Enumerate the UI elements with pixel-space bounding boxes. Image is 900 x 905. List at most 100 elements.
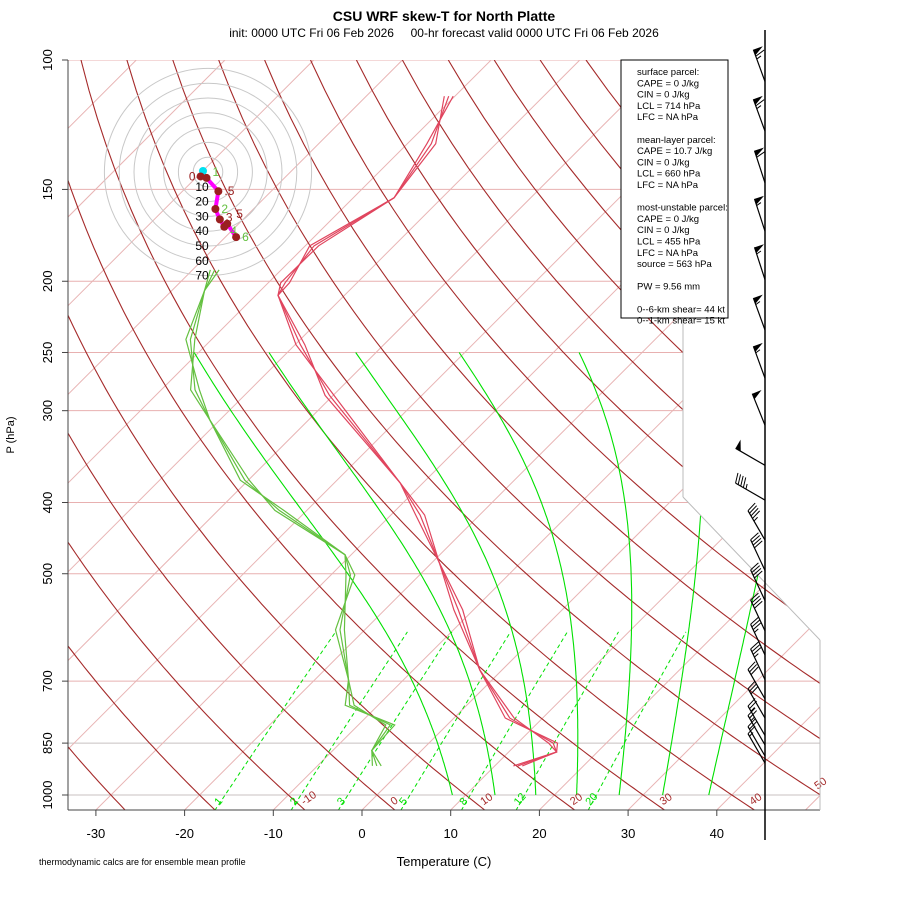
info-box-line: most-unstable parcel: (637, 203, 728, 214)
wind-barb (754, 196, 765, 231)
wind-barb-full (751, 508, 758, 516)
wind-barb-full (751, 642, 759, 649)
isotherm (184, 60, 900, 811)
dry-adiabat (0, 60, 485, 811)
wind-barb (752, 390, 765, 425)
hodograph-ring-label: 10 (195, 180, 209, 194)
wind-barb (753, 96, 765, 131)
dry-adiabat (311, 60, 900, 811)
wind-barb-full (752, 645, 760, 652)
wind-barb-full (753, 647, 761, 654)
wind-barb-full (752, 535, 760, 542)
isotherm (716, 60, 900, 811)
wind-barb-full (748, 662, 755, 670)
wind-barbs (736, 30, 766, 840)
dewpoint-line-member (190, 270, 390, 766)
info-box-line: LFC = NA hPa (637, 180, 699, 191)
info-box-line: mean-layer parcel: (637, 135, 716, 146)
dewpoint-line-member (191, 270, 386, 766)
wind-barb-full (751, 617, 759, 624)
isotherm (273, 60, 900, 811)
wind-barb-full (753, 538, 761, 545)
mixing-ratio-line (401, 632, 511, 811)
hodograph-point-label: 5 (236, 207, 243, 221)
x-tick-label: 40 (710, 826, 724, 841)
hodograph-point-label: 0 (189, 169, 196, 183)
info-box-line: 0--6-km shear= 44 kt (637, 304, 725, 315)
wind-barb-full (741, 476, 743, 486)
x-tick-label: -30 (87, 826, 106, 841)
wind-barb-full (752, 566, 760, 573)
hodograph-point (203, 174, 211, 182)
dry-adiabat (816, 60, 900, 811)
dry-adiabat-label: 20 (568, 791, 585, 808)
y-tick-label: 1000 (40, 781, 55, 810)
x-axis-label: Temperature (C) (397, 854, 492, 869)
dry-adiabat (81, 60, 665, 811)
wind-barb-full (750, 701, 757, 709)
wind-barb-full (751, 563, 759, 570)
wind-barb-half (757, 56, 761, 59)
dry-adiabat (173, 60, 845, 811)
wind-barb-half (746, 484, 747, 489)
isotherm (805, 60, 900, 811)
info-box-line: CIN = 0 J/kg (637, 90, 690, 101)
wind-barb-full (751, 667, 758, 675)
wind-barb (754, 244, 765, 279)
wind-barb-full (750, 506, 757, 514)
wind-barb-full (753, 599, 761, 606)
hodograph-ring-label: 50 (195, 239, 209, 253)
hodograph-point (223, 220, 231, 228)
info-box-line: PW = 9.56 mm (637, 282, 700, 293)
info-box-line: CAPE = 10.7 J/kg (637, 146, 712, 157)
wind-barb (754, 148, 765, 183)
wind-barb-staff (736, 483, 765, 500)
info-box-line: CIN = 0 J/kg (637, 225, 690, 236)
dry-adiabat-label: 30 (658, 791, 675, 808)
info-box-line: CIN = 0 J/kg (637, 157, 690, 168)
isotherm (0, 60, 314, 811)
wind-barb-full (736, 473, 738, 483)
wind-barb-staff (748, 511, 765, 540)
dry-adiabat (0, 60, 306, 811)
wind-barb-full (748, 503, 755, 511)
info-box-line: LFC = NA hPa (637, 112, 699, 123)
info-box-line: LCL = 660 hPa (637, 169, 701, 180)
wind-barb-full (751, 533, 759, 540)
wind-barb (751, 642, 765, 680)
info-box-line: LFC = NA hPa (637, 248, 699, 259)
info-box-line: source = 563 hPa (637, 259, 712, 270)
wind-barb (753, 343, 765, 378)
info-box-line: CAPE = 0 J/kg (637, 214, 699, 225)
mixing-ratio-line (215, 632, 336, 811)
isotherm (95, 60, 846, 811)
info-box-line: CAPE = 0 J/kg (637, 78, 699, 89)
info-box-line: LCL = 455 hPa (637, 237, 701, 248)
mixing-ratio-line (516, 632, 619, 811)
mixing-ratio-label: 20 (583, 791, 600, 808)
chart-title: CSU WRF skew-T for North Platte (333, 8, 556, 24)
wind-barb (751, 533, 765, 571)
hodograph-ring-label: 20 (195, 195, 209, 209)
wind-barb (736, 473, 765, 500)
y-tick-label: 100 (40, 49, 55, 71)
hodograph-ring-label: 60 (195, 254, 209, 268)
y-tick-label: 200 (40, 270, 55, 292)
wind-barb-full (751, 593, 759, 600)
wind-barb-full (750, 664, 757, 672)
dry-adiabat (770, 60, 900, 811)
y-axis-label: P (hPa) (5, 416, 17, 453)
hodograph-point (216, 215, 224, 223)
dry-adiabat (724, 60, 900, 811)
wind-barb-half (754, 517, 758, 521)
hodograph-point-label: 6 (242, 230, 249, 244)
wind-barb-full (738, 474, 740, 484)
wind-barb (736, 440, 765, 466)
wind-barb-full (743, 477, 745, 487)
y-tick-label: 150 (40, 179, 55, 201)
hodograph-point (232, 233, 240, 241)
footnote: thermodynamic calcs are for ensemble mea… (39, 857, 246, 867)
